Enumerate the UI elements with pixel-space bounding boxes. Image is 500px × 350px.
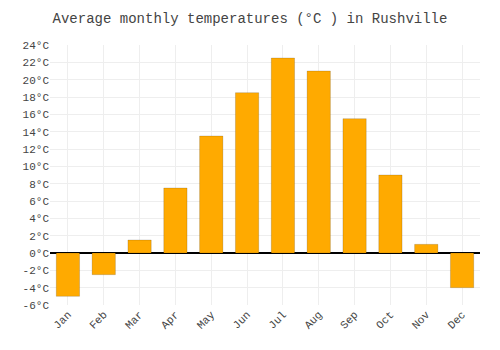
svg-text:-6°C: -6°C — [23, 300, 50, 312]
svg-text:22°C: 22°C — [23, 57, 50, 69]
svg-text:Average monthly temperatures (: Average monthly temperatures (°C ) in Ru… — [53, 11, 448, 27]
svg-text:Apr: Apr — [159, 309, 181, 331]
svg-text:24°C: 24°C — [23, 40, 50, 52]
svg-text:Aug: Aug — [302, 309, 324, 331]
svg-text:6°C: 6°C — [29, 196, 49, 208]
svg-text:-2°C: -2°C — [23, 265, 50, 277]
svg-text:12°C: 12°C — [23, 144, 50, 156]
svg-text:-4°C: -4°C — [23, 283, 50, 295]
svg-text:0°C: 0°C — [29, 248, 49, 260]
svg-text:18°C: 18°C — [23, 92, 50, 104]
svg-text:8°C: 8°C — [29, 179, 49, 191]
svg-text:20°C: 20°C — [23, 75, 50, 87]
svg-text:Sep: Sep — [338, 309, 360, 331]
svg-text:16°C: 16°C — [23, 109, 50, 121]
svg-text:4°C: 4°C — [29, 213, 49, 225]
svg-text:10°C: 10°C — [23, 161, 50, 173]
svg-text:May: May — [195, 309, 218, 332]
svg-text:2°C: 2°C — [29, 231, 49, 243]
svg-text:Oct: Oct — [374, 309, 396, 331]
svg-text:Nov: Nov — [410, 309, 433, 332]
svg-text:Dec: Dec — [446, 309, 468, 331]
svg-text:Feb: Feb — [87, 309, 109, 331]
svg-text:Jul: Jul — [266, 309, 288, 331]
svg-text:Jan: Jan — [51, 309, 73, 331]
svg-text:Jun: Jun — [231, 309, 253, 331]
svg-text:Mar: Mar — [123, 309, 145, 331]
svg-text:14°C: 14°C — [23, 127, 50, 139]
